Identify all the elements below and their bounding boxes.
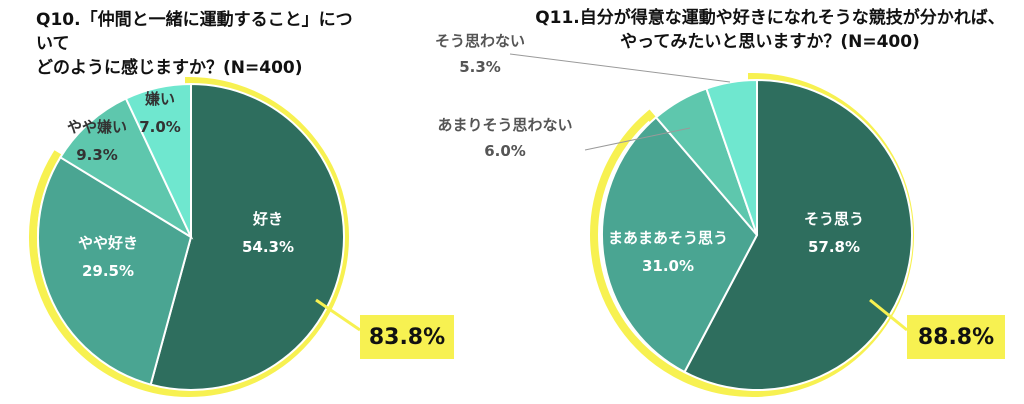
slice-value-label: 54.3% xyxy=(242,238,294,256)
slice-leader-line xyxy=(509,53,731,83)
q11-label-somewhat-not-agree-value: 6.0% xyxy=(484,142,526,160)
pie-slice xyxy=(705,78,758,236)
slice-value-label: 7.0% xyxy=(139,118,181,136)
slice-name-label: 嫌い xyxy=(144,90,175,108)
q11-title-line-1: Q11.自分が得意な運動や好きになれそうな競技が分かれば、 xyxy=(535,8,1005,28)
q11-highlight-badge: 88.8% xyxy=(907,315,1005,359)
q11-label-somewhat-not-agree-name: あまりそう思わない xyxy=(437,116,573,134)
q10-title: Q10.「仲間と一緒に運動すること」について どのように感じますか？(N=400… xyxy=(36,8,356,80)
slice-name-label: まあまあそう思う xyxy=(608,229,728,247)
slice-value-label: 31.0% xyxy=(642,257,694,275)
slice-leader-line xyxy=(584,127,691,151)
q11-label-somewhat-not-agree: あまりそう思わない 6.0% xyxy=(425,112,585,164)
slice-value-label: 9.3% xyxy=(76,146,118,164)
q11-label-not-agree-value: 5.3% xyxy=(459,58,501,76)
q11-label-not-agree: そう思わない 5.3% xyxy=(425,28,535,80)
q11-title: Q11.自分が得意な運動や好きになれそうな競技が分かれば、 やってみたいと思いま… xyxy=(530,6,1010,54)
q10-title-line-1: Q10.「仲間と一緒に運動すること」について xyxy=(36,10,353,54)
slice-name-label: やや好き xyxy=(78,234,138,252)
pie-slice xyxy=(601,115,759,374)
highlight-outline xyxy=(29,76,349,397)
q10-title-line-2: どのように感じますか？(N=400) xyxy=(36,58,303,78)
q11-label-not-agree-name: そう思わない xyxy=(434,32,525,50)
slice-value-label: 57.8% xyxy=(808,238,860,256)
slice-name-label: 好き xyxy=(252,210,283,228)
slice-name-label: やや嫌い xyxy=(67,118,127,136)
highlight-leader-line xyxy=(315,298,361,332)
pie-slice xyxy=(59,97,194,240)
pie-slice xyxy=(683,78,913,391)
slice-name-label: そう思う xyxy=(804,210,864,228)
slice-value-label: 29.5% xyxy=(82,262,134,280)
pie-slice xyxy=(149,82,345,391)
pie-slice xyxy=(124,82,192,238)
highlight-leader-line xyxy=(869,298,908,332)
q10-highlight-badge: 83.8% xyxy=(360,315,454,359)
q11-title-line-2: やってみたいと思いますか？(N=400) xyxy=(620,32,920,52)
